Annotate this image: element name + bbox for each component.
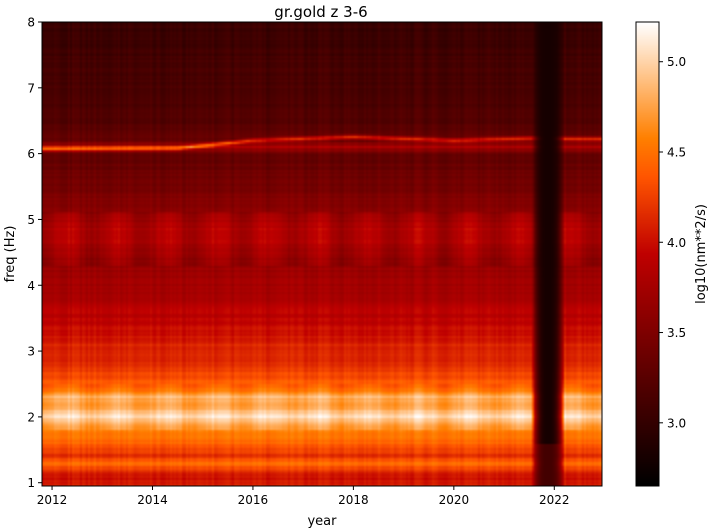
y-tick-label: 4 — [27, 279, 35, 293]
y-tick-label: 8 — [27, 16, 35, 30]
colorbar-label: log10(nm**2/s) — [694, 204, 709, 304]
y-tick-label: 1 — [27, 476, 35, 490]
x-tick-label: 2018 — [338, 493, 369, 507]
y-tick-label: 7 — [27, 81, 35, 95]
x-tick-label: 2016 — [238, 493, 269, 507]
y-tick-label: 3 — [27, 345, 35, 359]
x-tick-label: 2014 — [137, 493, 168, 507]
heatmap-plot — [42, 22, 602, 486]
y-tick-label: 2 — [27, 410, 35, 424]
x-tick-label: 2012 — [37, 493, 68, 507]
colorbar-tick-label: 3.0 — [667, 416, 686, 430]
colorbar-frame — [635, 21, 660, 487]
colorbar-tick-label: 3.5 — [667, 326, 686, 340]
colorbar-axis: 3.0 3.5 4.0 4.5 5.0 — [659, 55, 686, 430]
y-tick-label: 5 — [27, 213, 35, 227]
colorbar-tick-label: 4.5 — [667, 145, 686, 159]
x-tick-label: 2022 — [539, 493, 570, 507]
y-tick-label: 6 — [27, 147, 35, 161]
plot-frame — [41, 21, 603, 487]
y-axis: 1 2 3 4 5 6 7 8 — [27, 16, 42, 490]
colorbar-tick-label: 4.0 — [667, 236, 686, 250]
chart-title: gr.gold z 3-6 — [274, 3, 367, 21]
x-tick-label: 2020 — [439, 493, 470, 507]
x-axis: 2012 2014 2016 2018 2020 2022 — [37, 486, 570, 507]
y-axis-label: freq (Hz) — [3, 226, 18, 283]
x-axis-label: year — [307, 514, 337, 529]
colorbar — [636, 22, 659, 486]
colorbar-tick-label: 5.0 — [667, 55, 686, 69]
